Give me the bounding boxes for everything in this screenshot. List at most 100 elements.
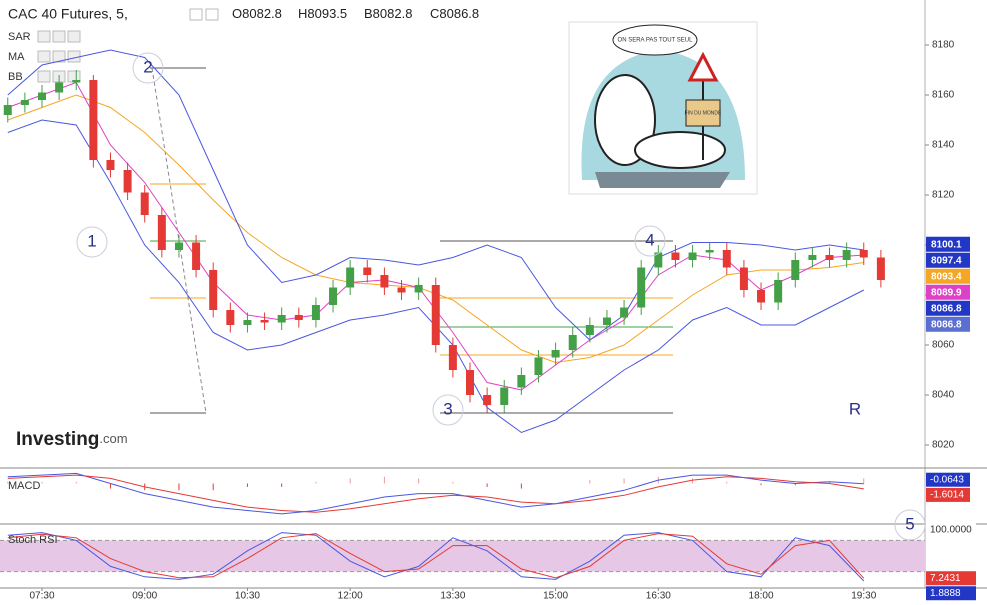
candle-body [654,252,663,268]
y-tick-label: 8140 [932,140,955,151]
candle-body [123,170,132,193]
candle-body [568,335,577,350]
candle-body [277,315,286,323]
macd-line [7,472,864,515]
x-tick-label: 13:30 [440,591,465,602]
annotation: 4 [645,230,654,249]
candle-body [688,252,697,260]
price-tag [926,268,970,284]
candle-body [209,270,218,310]
y-tick-label: 8020 [932,440,955,451]
candle-body [414,285,423,293]
candle-body [620,307,629,318]
ohlc-value: 8093.5 [307,6,347,21]
candle-body [466,370,474,395]
stoch-line [7,532,865,582]
indicator-label: BB [8,71,23,83]
x-tick-label: 12:00 [338,591,363,602]
candle-body [876,257,885,280]
candle-body [551,350,560,358]
indicator-button [37,30,51,43]
ohlc-value: 8082.8 [373,6,413,21]
candle-body [448,345,457,370]
candle-body [329,287,338,305]
candle-body [38,92,46,100]
candle-body [722,250,731,268]
annotation-circle [132,52,164,84]
candle-body [842,250,851,260]
cartoon: ON SERA PAS TOUT SEUL FIN DU MONDE [568,21,758,195]
indicator-button [67,50,81,63]
stoch-tag-label: 1.8888 [930,588,961,599]
candle-body [192,242,201,270]
price-tag [926,252,970,268]
candle-body [808,255,817,260]
x-tick-label: 19:30 [851,591,876,602]
y-tick-label: 8120 [932,190,955,201]
candle-body [55,82,64,93]
ohlc-label: H [298,6,307,21]
logo-main: Investing [16,429,99,450]
candle-body [346,267,355,288]
stoch-tag [926,523,976,537]
candle-body [774,280,783,303]
candle-body [859,250,868,258]
indicator-buttons[interactable] [37,50,81,63]
stoch-tag-label: 100.0000 [930,525,972,536]
candle-body [534,357,543,375]
annotation: 3 [443,399,452,418]
candle-body [3,105,12,115]
ohlc-item: C8086.8 [430,6,479,21]
indicator-button [67,30,81,43]
header-buttons[interactable] [189,8,219,21]
indicator-label: SAR [8,31,31,43]
annotation: 2 [143,57,152,76]
stoch-tag [926,571,976,586]
y-tick-label: 8160 [932,90,955,101]
annotation-circle [634,225,666,257]
candle-body [825,255,834,260]
price-tag [926,300,970,316]
y-tick-label: 8180 [932,40,955,51]
x-tick-label: 16:30 [646,591,671,602]
y-tick-label: 8060 [932,340,955,351]
candle-body [637,267,646,308]
candle-body [106,160,115,170]
candle-body [791,260,800,280]
indicator-buttons[interactable] [37,30,81,43]
indicator-button [52,30,66,43]
price-tag [926,316,970,332]
x-tick-label: 15:00 [543,591,568,602]
candle-body [363,267,372,275]
indicator-label: MA [8,51,25,63]
stoch-band [0,540,925,572]
price-tag-label: 8100.1 [931,239,962,250]
ohlc-label: B [364,6,373,21]
logo-suffix: .com [99,431,127,446]
candle-body [20,100,29,105]
price-tag [926,236,970,252]
x-tick-label: 09:00 [132,591,157,602]
cartoon-bubble: ON SERA PAS TOUT SEUL [618,38,694,44]
candle-body [739,267,748,290]
ohlc-value: 8086.8 [439,6,479,21]
ohlc-item: O8082.8 [232,6,282,21]
candle-body [226,310,235,325]
ohlc-label: O [232,6,242,21]
candle-body [72,80,81,83]
x-tick-label: 07:30 [29,591,54,602]
macd-tag-label: -0.0643 [930,474,964,485]
ohlc-label: C [430,6,439,21]
overlay-line [7,49,864,341]
price-tag-label: 8093.4 [931,271,962,282]
macd-line [7,474,864,513]
stoch-line [7,533,865,579]
candle-body [671,252,680,260]
ohlc-item: B8082.8 [364,6,412,21]
price-tag-label: 8089.9 [931,287,962,298]
candle-body [757,290,766,303]
x-tick-label: 18:00 [749,591,774,602]
annotation: 1 [87,231,96,250]
